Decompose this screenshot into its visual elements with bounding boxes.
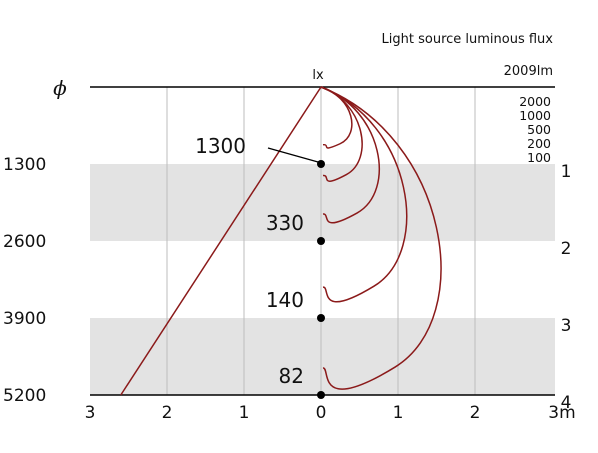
shaded-band-2 [90, 318, 555, 395]
isolux-curve-1000 [320, 86, 363, 182]
legend-entry: 200 [527, 136, 551, 151]
center-lux-label: 82 [279, 364, 304, 388]
legend-entry: 100 [527, 150, 551, 165]
x-tick-label: 1 [393, 403, 404, 423]
x-tick-label: 3 [85, 403, 96, 423]
center-markers: 1300 330 140 82 [195, 134, 325, 399]
center-lux-label: 330 [266, 211, 304, 235]
leader-line [267, 147, 319, 163]
center-marker [317, 160, 325, 168]
isolux-curve-200 [320, 86, 408, 303]
center-marker [317, 237, 325, 245]
center-marker [317, 314, 325, 322]
x-tick-labels: 3 2 1 0 1 2 3m [85, 403, 576, 423]
distance-label: 1 [561, 162, 572, 182]
center-lux-label: 1300 [195, 134, 246, 158]
phi-symbol: ϕ [53, 76, 67, 100]
center-marker [317, 391, 325, 399]
diameter-label: 3900 [3, 309, 46, 329]
x-tick-label: 0 [316, 403, 327, 423]
distance-label: 3 [561, 316, 572, 336]
shaded-bands [90, 164, 555, 395]
x-tick-label: 2 [162, 403, 173, 423]
isolux-curve-500 [320, 86, 380, 224]
x-tick-label: 1 [239, 403, 250, 423]
x-tick-label: 2 [470, 403, 481, 423]
diameter-label: 5200 [3, 386, 46, 406]
isolux-curve-100 [320, 86, 442, 390]
isolux-curves [120, 86, 442, 396]
center-lux-label: 140 [266, 288, 304, 312]
distance-label: 4 [561, 393, 572, 413]
diameter-label: 2600 [3, 232, 46, 252]
distance-label: 2 [561, 239, 572, 259]
shaded-band-1 [90, 164, 555, 241]
flux-value: 2009lm [504, 64, 553, 79]
isolux-curve-2000 [320, 86, 353, 149]
beam-edge-line [120, 86, 322, 396]
x-tick-label: 3m [548, 403, 575, 423]
lux-unit-label: lx [312, 68, 324, 83]
chart-title: Light source luminous flux [382, 32, 554, 47]
distance-labels: 1 2 3 4 [561, 162, 572, 413]
legend-entry: 1000 [519, 108, 551, 123]
legend-entry: 500 [527, 122, 551, 137]
diameter-labels: 1300 2600 3900 5200 [3, 155, 46, 406]
legend-entry: 2000 [519, 94, 551, 109]
diameter-label: 1300 [3, 155, 46, 175]
